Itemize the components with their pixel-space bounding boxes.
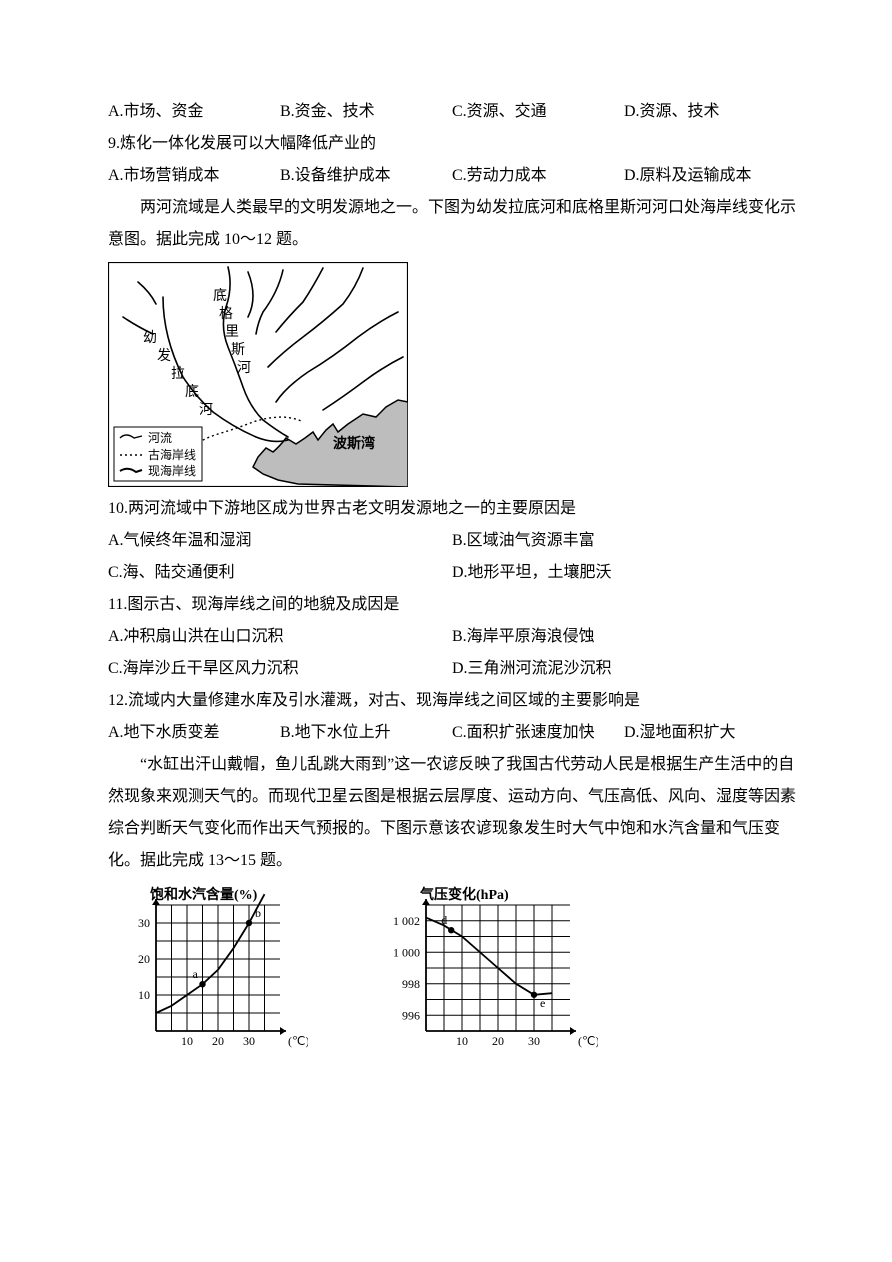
q10-opt-b: B.区域油气资源丰富 [452,525,796,557]
q11-opt-a: A.冲积扇山洪在山口沉积 [108,621,452,653]
q10-stem: 10.两河流域中下游地区成为世界古老文明发源地之一的主要原因是 [108,493,796,525]
humidity-chart: 饱和水汽含量(%) 10 20 30 10 20 30 (℃) a b [108,883,308,1053]
svg-text:(℃): (℃) [288,1034,308,1048]
svg-text:饱和水汽含量(%): 饱和水汽含量(%) [150,886,258,903]
q9-opt-d: D.原料及运输成本 [624,160,796,192]
q11-opt-c: C.海岸沙丘干旱区风力沉积 [108,653,452,685]
svg-text:30: 30 [138,916,150,930]
svg-text:30: 30 [528,1034,540,1048]
svg-text:b: b [255,906,261,920]
svg-text:河: 河 [237,360,251,376]
q11-stem: 11.图示古、现海岸线之间的地貌及成因是 [108,589,796,621]
svg-text:10: 10 [456,1034,468,1048]
passage-weather: “水缸出汗山戴帽，鱼儿乱跳大雨到”这一农谚反映了我国古代劳动人民是根据生产生活中… [108,749,796,877]
svg-text:底: 底 [185,384,199,400]
q12-opt-d: D.湿地面积扩大 [624,717,796,749]
svg-text:河流: 河流 [148,431,172,445]
q12-stem: 12.流域内大量修建水库及引水灌溉，对古、现海岸线之间区域的主要影响是 [108,685,796,717]
q12-opt-b: B.地下水位上升 [280,717,452,749]
svg-text:格: 格 [219,306,233,322]
q10-opt-a: A.气候终年温和湿润 [108,525,452,557]
svg-text:10: 10 [138,988,150,1002]
q8-opt-d: D.资源、技术 [624,96,796,128]
svg-text:(℃): (℃) [578,1034,598,1048]
svg-text:1 000: 1 000 [393,945,420,959]
svg-text:古海岸线: 古海岸线 [148,447,196,462]
charts-row: 饱和水汽含量(%) 10 20 30 10 20 30 (℃) a b 气压变化(hPa) 10 20… [108,883,796,1053]
svg-text:发: 发 [157,348,171,364]
svg-text:拉: 拉 [171,366,185,382]
map-figure: 底格里斯河幼发拉底河波斯湾河流古海岸线现海岸线 [108,262,796,487]
q8-opt-c: C.资源、交通 [452,96,624,128]
q12-options: A.地下水质变差 B.地下水位上升 C.面积扩张速度加快 D.湿地面积扩大 [108,717,796,749]
svg-text:底: 底 [213,288,227,304]
svg-text:10: 10 [181,1034,193,1048]
svg-text:e: e [540,996,545,1010]
passage-rivers: 两河流域是人类最早的文明发源地之一。下图为幼发拉底河和底格里斯河河口处海岸线变化… [108,192,796,256]
q9-opt-b: B.设备维护成本 [280,160,452,192]
q8-opt-a: A.市场、资金 [108,96,280,128]
q12-opt-a: A.地下水质变差 [108,717,280,749]
svg-text:998: 998 [402,977,420,991]
q8-options: A.市场、资金 B.资金、技术 C.资源、交通 D.资源、技术 [108,96,796,128]
svg-text:20: 20 [492,1034,504,1048]
svg-text:河: 河 [199,402,213,418]
q12-opt-c: C.面积扩张速度加快 [452,717,624,749]
q8-opt-b: B.资金、技术 [280,96,452,128]
q9-opt-c: C.劳动力成本 [452,160,624,192]
svg-text:d: d [441,913,447,927]
pressure-chart: 气压变化(hPa) 10 20 30 996 998 1 000 1 002 (℃) d e [378,883,598,1053]
q11-opt-d: D.三角洲河流泥沙沉积 [452,653,796,685]
svg-text:气压变化(hPa): 气压变化(hPa) [419,886,509,903]
q9-options: A.市场营销成本 B.设备维护成本 C.劳动力成本 D.原料及运输成本 [108,160,796,192]
svg-text:幼: 幼 [143,330,157,346]
q10-options: A.气候终年温和湿润 B.区域油气资源丰富 C.海、陆交通便利 D.地形平坦，土… [108,525,796,589]
river-map: 底格里斯河幼发拉底河波斯湾河流古海岸线现海岸线 [108,262,408,487]
svg-text:现海岸线: 现海岸线 [148,463,196,478]
q11-options: A.冲积扇山洪在山口沉积 B.海岸平原海浪侵蚀 C.海岸沙丘干旱区风力沉积 D.… [108,621,796,685]
svg-text:20: 20 [212,1034,224,1048]
svg-text:30: 30 [243,1034,255,1048]
svg-text:996: 996 [402,1008,420,1022]
q10-opt-d: D.地形平坦，土壤肥沃 [452,557,796,589]
svg-text:里: 里 [225,325,239,340]
svg-text:波斯湾: 波斯湾 [333,435,375,452]
svg-text:20: 20 [138,952,150,966]
svg-text:斯: 斯 [231,342,245,358]
svg-text:1 002: 1 002 [393,914,420,928]
q9-stem: 9.炼化一体化发展可以大幅降低产业的 [108,128,796,160]
svg-text:a: a [193,967,199,981]
q9-opt-a: A.市场营销成本 [108,160,280,192]
q11-opt-b: B.海岸平原海浪侵蚀 [452,621,796,653]
q10-opt-c: C.海、陆交通便利 [108,557,452,589]
